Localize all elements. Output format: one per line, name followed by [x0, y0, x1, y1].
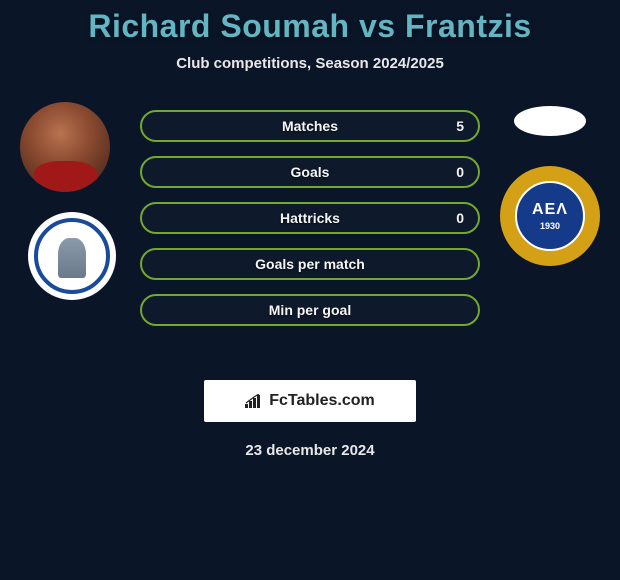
stats-area: ΑΕΛ 1930 Matches 5 Goals 0 Hattricks 0 G…	[0, 110, 620, 360]
player1-club-badge	[28, 212, 116, 300]
club-badge-apollon	[34, 218, 110, 294]
bar-chart-icon	[245, 394, 263, 408]
stat-value-right: 0	[456, 210, 464, 226]
club-badge-ael: ΑΕΛ 1930	[515, 181, 585, 251]
stat-row-matches: Matches 5	[140, 110, 480, 142]
stats-list: Matches 5 Goals 0 Hattricks 0 Goals per …	[140, 110, 480, 326]
stat-row-goals-per-match: Goals per match	[140, 248, 480, 280]
player2-avatar-placeholder	[514, 106, 586, 136]
comparison-card: Richard Soumah vs Frantzis Club competit…	[0, 0, 620, 580]
right-column: ΑΕΛ 1930	[500, 102, 610, 266]
stat-label: Matches	[282, 118, 338, 134]
stat-row-min-per-goal: Min per goal	[140, 294, 480, 326]
stat-row-hattricks: Hattricks 0	[140, 202, 480, 234]
stat-value-right: 0	[456, 164, 464, 180]
player2-club-badge: ΑΕΛ 1930	[500, 166, 600, 266]
page-subtitle: Club competitions, Season 2024/2025	[0, 55, 620, 72]
player1-avatar	[20, 102, 110, 192]
left-column	[10, 102, 120, 300]
stat-label: Goals	[291, 164, 330, 180]
footer-date: 23 december 2024	[0, 442, 620, 459]
badge-figure-icon	[58, 238, 86, 278]
club-badge-year: 1930	[540, 221, 560, 231]
stat-row-goals: Goals 0	[140, 156, 480, 188]
stat-label: Min per goal	[269, 302, 351, 318]
source-logo-text: FcTables.com	[269, 392, 375, 410]
club-badge-short: ΑΕΛ	[532, 201, 568, 219]
stat-value-right: 5	[456, 118, 464, 134]
source-logo[interactable]: FcTables.com	[204, 380, 416, 422]
page-title: Richard Soumah vs Frantzis	[0, 0, 620, 45]
stat-label: Hattricks	[280, 210, 340, 226]
stat-label: Goals per match	[255, 256, 365, 272]
